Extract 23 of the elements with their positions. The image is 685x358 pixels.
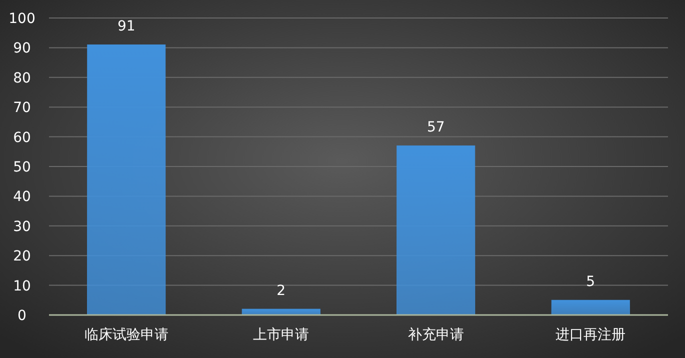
y-tick-label: 40 [13,189,31,206]
data-label: 91 [117,18,136,35]
y-tick-label: 0 [18,308,26,324]
y-tick-label: 70 [13,100,31,116]
y-tick-label: 80 [13,70,31,86]
bar [242,308,320,316]
y-tick-label: 90 [13,40,31,57]
x-tick-label: 补充申请 [408,327,464,343]
bar [396,145,476,316]
data-label: 5 [586,274,596,290]
bar [87,44,166,316]
data-label: 2 [276,283,286,300]
x-tick-label: 上市申请 [253,327,310,343]
data-label: 57 [426,120,445,136]
y-tick-label: 60 [13,130,31,146]
x-tick-label: 进口再注册 [556,327,626,343]
y-tick-label: 20 [13,248,31,265]
y-tick-label: 100 [8,11,36,27]
x-tick-label: 临床试验申请 [84,327,168,343]
y-tick-label: 50 [13,160,31,176]
y-tick-label: 10 [13,278,31,294]
y-tick-label: 30 [13,218,31,235]
bar [551,300,630,316]
